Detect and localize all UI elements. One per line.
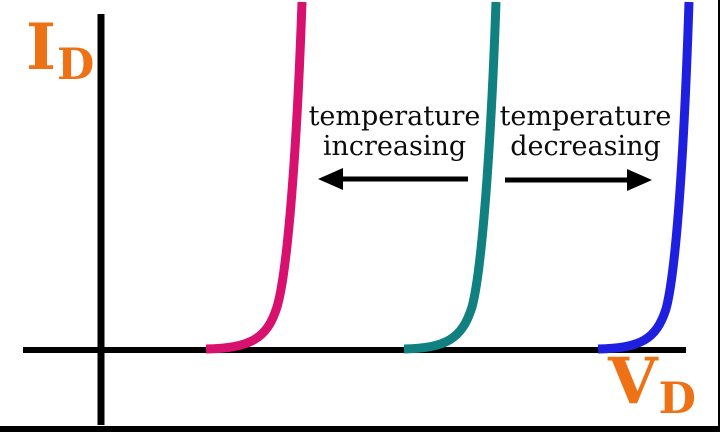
arrow-right — [505, 169, 652, 191]
annotation-decreasing-line1: temperature — [499, 101, 672, 132]
x-axis-label: VD — [608, 350, 696, 421]
frame-border-bottom — [0, 426, 720, 432]
x-axis-label-letter: V — [608, 344, 658, 419]
arrow-right-head-icon — [627, 169, 652, 191]
x-axis-label-subscript: D — [658, 374, 696, 424]
annotation-increasing-line2: increasing — [322, 131, 467, 162]
annotation-increasing-line1: temperature — [308, 101, 481, 132]
y-axis-label-subscript: D — [56, 40, 95, 90]
frame-border-right — [718, 0, 720, 432]
annotation-temperature-increasing: temperature increasing — [297, 102, 492, 162]
curve-high-temperature — [205, 1, 307, 354]
y-axis-label: ID — [26, 16, 94, 87]
curve-middle-temperature — [403, 1, 501, 354]
arrow-left-head-icon — [318, 168, 343, 190]
annotation-decreasing-line2: decreasing — [510, 131, 661, 162]
y-axis-label-letter: I — [26, 10, 56, 85]
arrow-left — [318, 168, 468, 190]
annotation-temperature-decreasing: temperature decreasing — [488, 102, 683, 162]
curve-low-temperature — [597, 1, 694, 354]
